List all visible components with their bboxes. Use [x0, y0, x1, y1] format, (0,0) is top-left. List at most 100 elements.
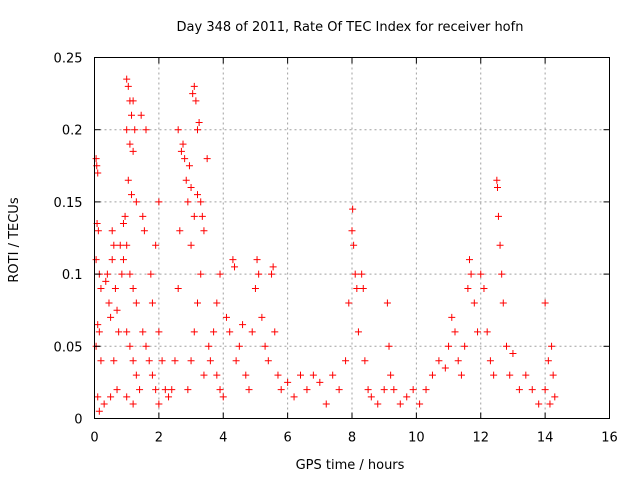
data-point: [94, 393, 102, 401]
data-point: [515, 386, 523, 394]
data-point: [124, 82, 132, 90]
data-point: [383, 299, 391, 307]
data-point: [129, 285, 137, 293]
data-point: [277, 386, 285, 394]
data-point: [441, 364, 449, 372]
data-point: [123, 75, 131, 83]
data-point: [451, 328, 459, 336]
data-point: [124, 176, 132, 184]
data-point: [187, 241, 195, 249]
data-point: [107, 393, 115, 401]
data-point: [541, 386, 549, 394]
data-point: [396, 400, 404, 408]
data-point: [165, 393, 173, 401]
axis-ticks: 0 2 4 6 8 10 12 14 16 0 0.05 0.1 0.15 0.2 0.25: [54, 52, 618, 446]
data-point: [261, 342, 269, 350]
data-point: [132, 299, 140, 307]
data-point: [107, 313, 115, 321]
data-point: [179, 140, 187, 148]
data-point: [110, 357, 118, 365]
data-point: [118, 270, 126, 278]
data-point: [232, 357, 240, 365]
data-point: [316, 378, 324, 386]
data-point: [548, 342, 556, 350]
x-tick-label: 0: [90, 431, 98, 446]
data-point: [119, 220, 127, 228]
data-point: [187, 183, 195, 191]
data-point: [349, 205, 357, 213]
data-point: [203, 155, 211, 163]
data-point: [190, 328, 198, 336]
data-point: [464, 285, 472, 293]
data-point: [255, 270, 263, 278]
data-point: [245, 386, 253, 394]
data-point: [498, 270, 506, 278]
y-tick-label: 0.05: [54, 340, 83, 355]
chart-title: Day 348 of 2011, Rate Of TEC Index for r…: [177, 20, 524, 35]
data-point: [139, 212, 147, 220]
data-point: [496, 241, 504, 249]
data-point: [145, 357, 153, 365]
data-point: [309, 371, 317, 379]
data-point: [480, 285, 488, 293]
data-point: [110, 241, 118, 249]
data-point: [126, 270, 134, 278]
data-point: [177, 147, 185, 155]
data-point: [474, 328, 482, 336]
data-point: [465, 256, 473, 264]
data-point: [229, 256, 237, 264]
data-point: [499, 299, 507, 307]
data-point: [551, 393, 559, 401]
data-point: [187, 357, 195, 365]
data-point: [226, 328, 234, 336]
data-point: [284, 378, 292, 386]
data-point: [105, 299, 113, 307]
data-point: [123, 241, 131, 249]
data-point: [494, 212, 502, 220]
data-point: [113, 386, 121, 394]
data-point: [108, 227, 116, 235]
x-tick-label: 14: [537, 431, 554, 446]
data-point: [422, 386, 430, 394]
data-point: [161, 386, 169, 394]
data-point: [100, 400, 108, 408]
data-point: [235, 342, 243, 350]
data-point: [274, 371, 282, 379]
data-point: [192, 97, 200, 105]
data-point: [477, 270, 485, 278]
data-point: [195, 118, 203, 126]
data-point: [503, 342, 510, 350]
data-point: [111, 285, 119, 293]
data-point: [200, 227, 208, 235]
data-point: [546, 400, 554, 408]
data-point: [131, 126, 139, 134]
data-point: [129, 97, 137, 105]
data-point: [194, 126, 201, 134]
data-point: [297, 371, 304, 379]
data-point: [94, 227, 102, 235]
data-point: [454, 357, 462, 365]
data-point: [271, 328, 279, 336]
data-point: [387, 371, 395, 379]
x-tick-label: 16: [601, 431, 618, 446]
data-point: [142, 342, 150, 350]
data-point: [358, 270, 366, 278]
data-point: [403, 393, 411, 401]
data-point: [148, 371, 156, 379]
data-point: [197, 198, 205, 206]
data-point: [155, 328, 163, 336]
data-point: [206, 357, 214, 365]
data-point: [123, 328, 131, 336]
data-point: [132, 198, 140, 206]
data-point: [364, 386, 372, 394]
data-point: [445, 342, 453, 350]
data-point: [123, 393, 131, 401]
data-point: [197, 270, 205, 278]
x-tick-label: 10: [408, 431, 425, 446]
data-point: [128, 191, 136, 199]
data-point: [528, 386, 536, 394]
x-tick-label: 12: [472, 431, 489, 446]
data-point: [190, 212, 198, 220]
y-tick-label: 0.1: [62, 268, 83, 283]
